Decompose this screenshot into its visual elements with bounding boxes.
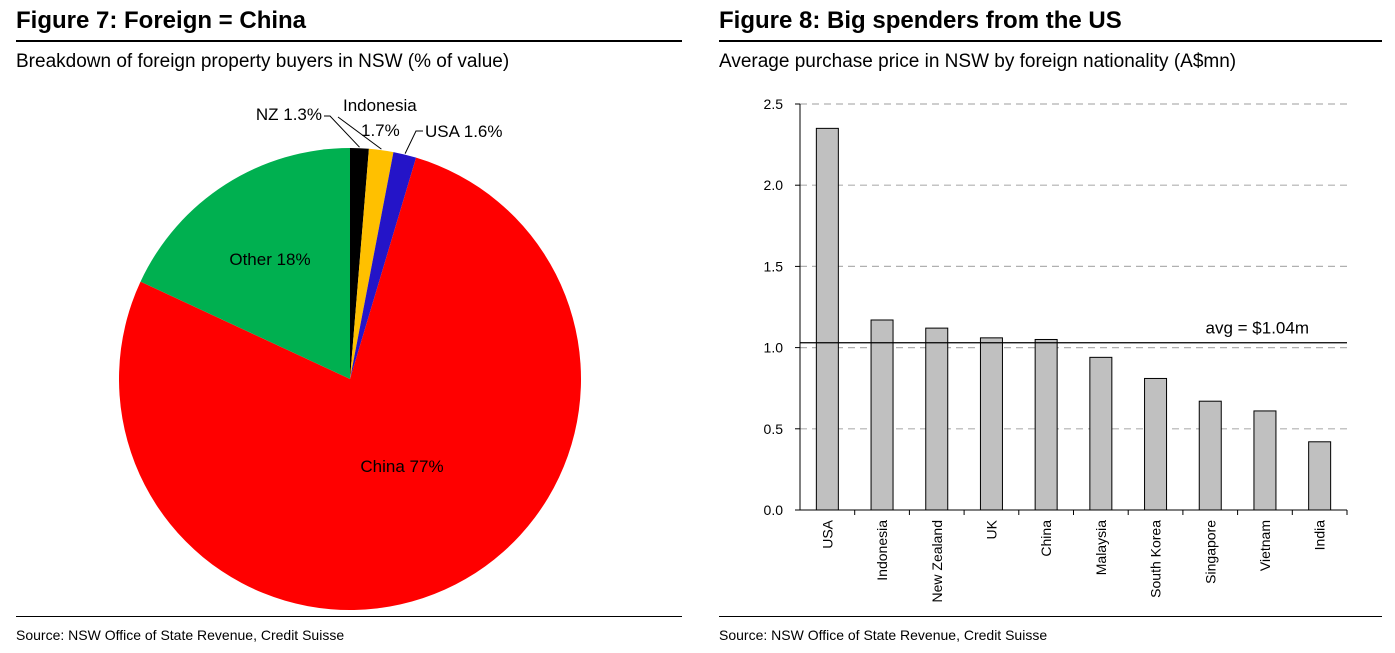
xtick-label-singapore: Singapore — [1202, 520, 1218, 584]
ytick-label-0.5: 0.5 — [764, 421, 784, 437]
figure-7-subtitle: Breakdown of foreign property buyers in … — [16, 51, 510, 72]
pie-leader-line-nz — [324, 115, 360, 148]
pie-label-nz: NZ 1.3% — [256, 105, 322, 124]
pie-slice-usa — [350, 152, 417, 379]
bar-south-korea — [1144, 377, 1168, 511]
xtick-label-south-korea: South Korea — [1148, 520, 1164, 598]
pie-label-china: China 77% — [360, 457, 443, 476]
bar-singapore — [1198, 400, 1222, 511]
bar-vietnam — [1253, 410, 1277, 511]
bar-china — [1034, 338, 1058, 511]
pie-slice-other — [140, 148, 350, 379]
pie-label-other: Other 18% — [229, 250, 310, 269]
xtick-label-indonesia: Indonesia — [874, 520, 890, 581]
ytick-label-2.0: 2.0 — [764, 177, 784, 193]
figure-8-source: Source: NSW Office of State Revenue, Cre… — [719, 627, 1048, 643]
pie-slice-nz — [350, 148, 369, 379]
pie-chart: NZ 1.3% Indonesia 1.7% USA 1.6% Other 18… — [119, 96, 582, 611]
bar-uk — [979, 337, 1003, 511]
average-label: avg = $1.04m — [1206, 319, 1310, 338]
xtick-label-vietnam: Vietnam — [1257, 520, 1273, 571]
ytick-label-2.5: 2.5 — [764, 96, 784, 112]
figure-7-panel: Figure 7: Foreign = China Breakdown of f… — [16, 0, 682, 653]
figure-8-title: Figure 8: Big spenders from the US — [719, 7, 1122, 34]
bar-india — [1308, 441, 1332, 511]
figure-8-bottom-rule — [719, 616, 1382, 617]
figure-7-title: Figure 7: Foreign = China — [16, 7, 307, 34]
bar-new-zealand — [925, 327, 949, 511]
figure-8-panel: Figure 8: Big spenders from the US Avera… — [719, 0, 1382, 653]
bar-indonesia — [870, 319, 894, 511]
pie-label-usa: USA 1.6% — [425, 122, 503, 141]
xtick-label-new-zealand: New Zealand — [929, 520, 945, 603]
pie-slice-china — [119, 157, 582, 611]
xtick-label-uk: UK — [984, 519, 1000, 539]
bar-chart: 0.0 0.5 1.0 1.5 2.0 2.5 USA Indonesia New Zeala… — [764, 96, 1348, 603]
pie-leader-line-indonesia — [337, 116, 382, 150]
bar-usa — [815, 127, 839, 511]
xtick-label-china: China — [1038, 520, 1054, 557]
figure-8-subtitle: Average purchase price in NSW by foreign… — [719, 51, 1237, 72]
figure-7-bottom-rule — [16, 616, 682, 617]
figure-7-top-rule — [16, 40, 682, 42]
pie-label-indonesia-name: Indonesia — [343, 96, 417, 115]
figure-8-top-rule — [719, 40, 1382, 42]
ytick-label-1.0: 1.0 — [764, 340, 784, 356]
ytick-label-0.0: 0.0 — [764, 502, 784, 518]
pie-leader-line-usa — [404, 130, 423, 154]
pie-label-indonesia-value: 1.7% — [361, 121, 400, 140]
xtick-label-usa: USA — [819, 519, 835, 548]
ytick-label-1.5: 1.5 — [764, 258, 784, 274]
xtick-label-india: India — [1312, 520, 1328, 551]
xtick-label-malaysia: Malaysia — [1093, 520, 1109, 575]
pie-slice-indonesia — [350, 148, 394, 379]
bar-malaysia — [1089, 356, 1113, 511]
figure-7-source: Source: NSW Office of State Revenue, Cre… — [16, 627, 345, 643]
